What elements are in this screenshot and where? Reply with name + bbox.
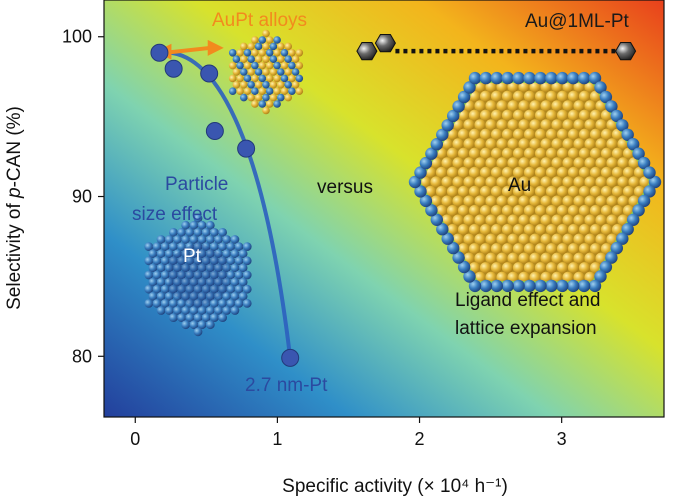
au-core-label: Au xyxy=(508,175,531,196)
pt-trend-curve xyxy=(157,50,293,360)
pt-point-3 xyxy=(200,64,219,83)
annotations: AuPt alloys Au@1ML-Pt Particle size effe… xyxy=(132,10,629,396)
y-axis-title-italic: p xyxy=(4,187,25,199)
y-axis-title-prefix: Selectivity of xyxy=(4,198,25,310)
pt-point-6 xyxy=(281,348,300,367)
ligand-effect-label-line2: lattice expansion xyxy=(455,318,597,339)
ligand-effect-label-line1: Ligand effect and xyxy=(455,290,600,311)
x-axis-ticks: 0 1 2 3 xyxy=(130,417,567,449)
au-ml-pt-label: Au@1ML-Pt xyxy=(525,11,629,32)
x-tick-label: 1 xyxy=(272,429,282,449)
pt-point-5 xyxy=(237,139,256,158)
nanoparticle-illustrations: Au Pt xyxy=(144,29,662,337)
pt-particle-label: Pt xyxy=(183,246,202,267)
y-axis-ticks: 80 90 100 xyxy=(62,27,104,366)
aupt-arrow-line xyxy=(165,45,210,55)
x-tick-label: 0 xyxy=(130,429,140,449)
au-ml-pt-point-1 xyxy=(356,42,378,61)
particle-size-label-line2: size effect xyxy=(132,204,218,225)
aupt-alloy-particle xyxy=(228,29,304,115)
particle-size-label-line1: Particle xyxy=(165,174,228,195)
y-tick-label: 100 xyxy=(62,27,92,47)
au-ml-pt-point-2 xyxy=(374,34,396,53)
axes: 0 1 2 3 80 90 100 Specific activity (× 10⁴ h⁻… xyxy=(4,0,665,497)
pt-point-2 xyxy=(164,59,183,78)
nm-pt-label: 2.7 nm-Pt xyxy=(245,375,328,396)
plot-frame xyxy=(103,0,665,418)
pt-point-1 xyxy=(150,43,169,62)
y-tick-label: 80 xyxy=(72,346,92,366)
au-core-shell-particle: Au xyxy=(408,71,662,293)
aupt-label: AuPt alloys xyxy=(212,10,307,31)
x-axis-title: Specific activity (× 10⁴ h⁻¹) xyxy=(282,476,508,497)
pt-point-4 xyxy=(205,122,224,141)
x-tick-label: 2 xyxy=(415,429,425,449)
versus-label: versus xyxy=(317,177,373,198)
aupt-arrow-head xyxy=(207,39,224,56)
pt-nanoparticle: Pt xyxy=(144,213,252,337)
au-ml-pt-point-3 xyxy=(615,42,637,61)
x-tick-label: 3 xyxy=(557,429,567,449)
y-tick-label: 90 xyxy=(72,187,92,207)
y-axis-title-suffix: -CAN (%) xyxy=(4,106,25,187)
data-markers xyxy=(150,34,637,367)
y-axis-title: Selectivity of p-CAN (%) xyxy=(4,106,25,310)
